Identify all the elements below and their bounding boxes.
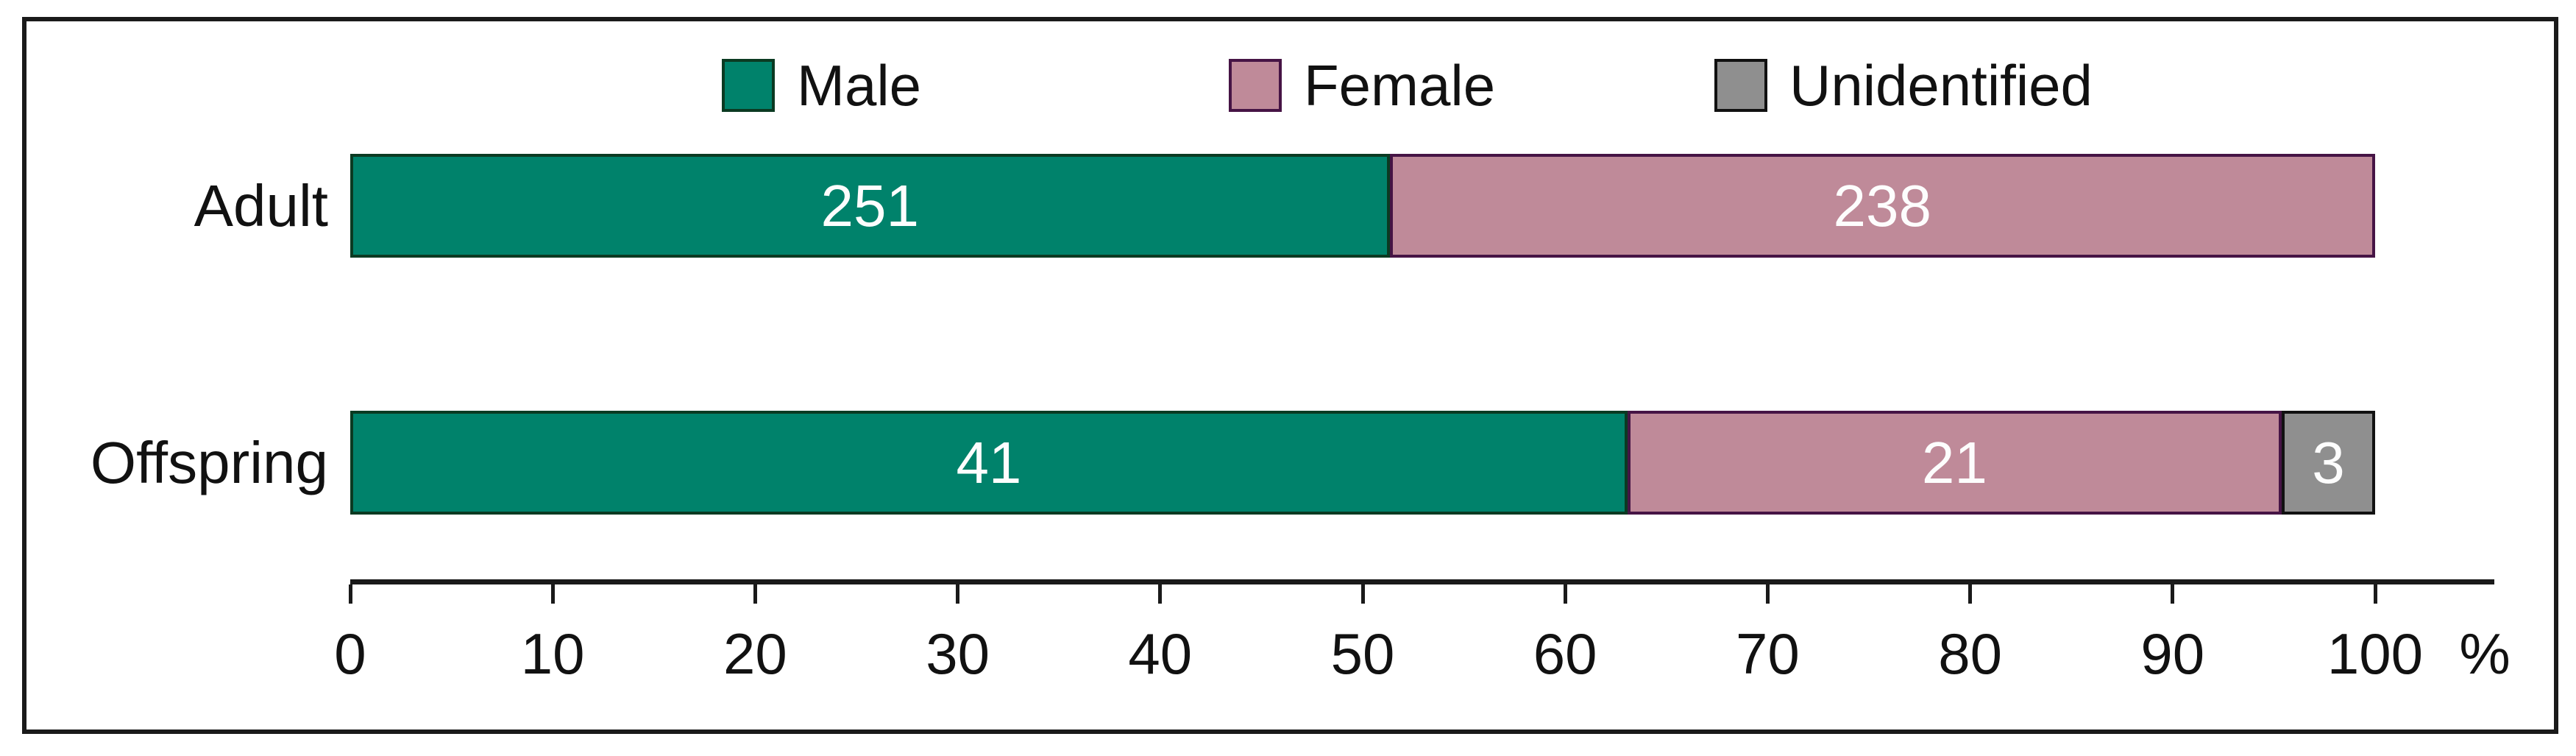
segment-value-label: 251 xyxy=(820,172,920,239)
axis-tick xyxy=(753,584,757,604)
axis-tick xyxy=(550,584,555,604)
legend-label: Male xyxy=(797,53,922,118)
axis-tick-label: 60 xyxy=(1533,621,1597,686)
legend-item-female: Female xyxy=(1229,53,1496,118)
axis-tick xyxy=(1158,584,1163,604)
plot-frame xyxy=(22,17,2558,734)
axis-tick-label: 50 xyxy=(1330,621,1395,686)
legend-swatch-icon xyxy=(1714,59,1767,112)
axis-tick-label: 70 xyxy=(1736,621,1800,686)
axis-tick-label: 20 xyxy=(723,621,787,686)
axis-unit-label: % xyxy=(2459,621,2511,686)
axis-tick xyxy=(348,584,352,604)
segment-value-label: 238 xyxy=(1833,172,1932,239)
stacked-bar-offspring: 41 21 3 xyxy=(350,411,2375,515)
axis-tick xyxy=(1360,584,1365,604)
legend-label: Female xyxy=(1304,53,1496,118)
axis-tick-label: 40 xyxy=(1128,621,1193,686)
bar-segment-male: 41 xyxy=(350,411,1628,515)
axis-tick-label: 90 xyxy=(2140,621,2205,686)
axis-tick-label: 10 xyxy=(520,621,585,686)
axis-tick xyxy=(2373,584,2377,604)
axis-tick xyxy=(956,584,960,604)
bar-segment-unidentified: 3 xyxy=(2281,411,2375,515)
bar-segment-male: 251 xyxy=(350,154,1390,258)
stacked-bar-adult: 251 238 xyxy=(350,154,2375,258)
bar-segment-female: 238 xyxy=(1389,154,2375,258)
category-label-offspring: Offspring xyxy=(90,429,328,495)
axis-tick xyxy=(1968,584,1973,604)
legend-item-male: Male xyxy=(722,53,922,118)
segment-value-label: 41 xyxy=(956,429,1022,495)
legend-swatch-icon xyxy=(722,59,775,112)
axis-tick xyxy=(2171,584,2175,604)
axis-tick-label: 30 xyxy=(926,621,990,686)
axis-tick xyxy=(1563,584,1567,604)
x-axis-line xyxy=(350,579,2494,584)
legend-swatch-icon xyxy=(1229,59,1282,112)
category-label-adult: Adult xyxy=(194,172,328,239)
legend-label: Unidentified xyxy=(1789,53,2093,118)
segment-value-label: 3 xyxy=(2312,429,2345,495)
axis-tick xyxy=(1765,584,1770,604)
segment-value-label: 21 xyxy=(1921,429,1987,495)
axis-tick-label: 80 xyxy=(1938,621,2002,686)
legend-item-unidentified: Unidentified xyxy=(1714,53,2093,118)
bar-segment-female: 21 xyxy=(1627,411,2282,515)
axis-tick-label: 100 xyxy=(2327,621,2424,686)
axis-tick-label: 0 xyxy=(334,621,366,686)
